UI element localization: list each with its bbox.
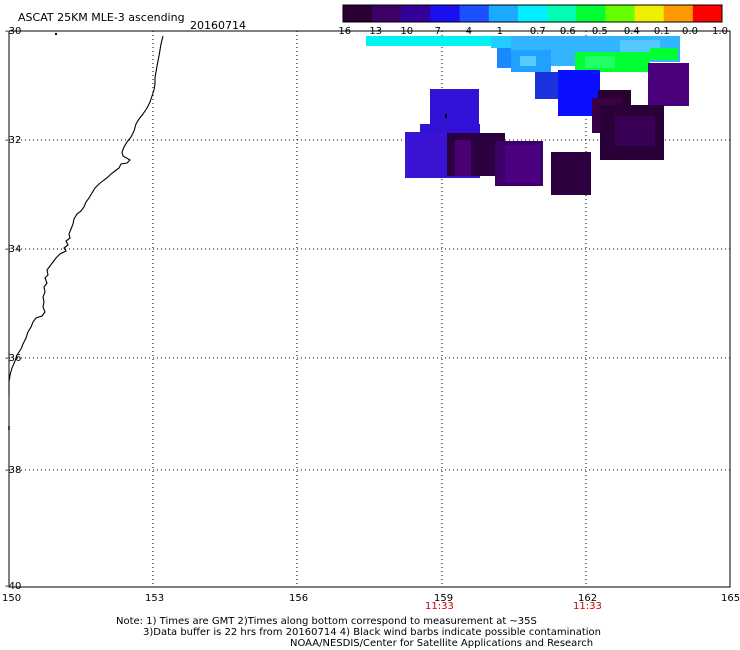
colorbar [342,4,723,23]
colorbar-label: -1 [493,26,503,37]
colorbar-label: -0.7 [526,26,546,37]
colorbar-segment [605,5,636,22]
map-frame [8,30,731,588]
colorbar-label: -13 [365,26,383,37]
time-label: 11:33 [573,601,602,612]
colorbar-segment [576,5,606,22]
colorbar-label: -4 [462,26,472,37]
lat-label: -30 [5,26,22,37]
lon-label: 162 [578,593,598,604]
note-credit: NOAA/NESDIS/Center for Satellite Applica… [290,638,594,649]
colorbar-segment [343,5,373,22]
note-line-2: 3)Data buffer is 22 hrs from 20160714 4)… [143,627,601,638]
lon-label: 156 [289,593,309,604]
wind-data-cells [366,36,689,195]
lat-label: -34 [5,244,22,255]
longitude-gridlines [152,31,587,587]
coast-dot [55,33,57,35]
colorbar-label: -0.4 [620,26,640,37]
colorbar-segment [459,5,490,22]
map-date: 20160714 [190,19,246,32]
latitude-gridlines [9,139,730,471]
colorbar-segment [401,5,431,22]
colorbar-segment [663,5,694,22]
colorbar-label: 1.0 [712,26,728,37]
colorbar-label: -0.5 [588,26,608,37]
colorbar-frame [342,4,723,23]
colorbar-label: 0.0 [682,26,698,37]
colorbar-label: -0.1 [650,26,670,37]
colorbar-label: -7 [431,26,441,37]
time-label: 11:33 [425,601,454,612]
colorbar-segment [547,5,577,22]
colorbar-segment [488,5,519,22]
lon-label: 159 [434,593,454,604]
lon-label: 150 [2,593,22,604]
note-line-1: Note: 1) Times are GMT 2)Times along bot… [116,616,537,627]
lon-label: 165 [721,593,740,604]
colorbar-segment [517,5,548,22]
colorbar-segment [372,5,402,22]
map-title: ASCAT 25KM MLE-3 ascending [18,11,185,24]
lat-label: -32 [5,135,22,146]
colorbar-label: -10 [396,26,414,37]
lon-label: 153 [145,593,165,604]
colorbar-label: -0.6 [556,26,576,37]
coastline [8,35,164,395]
colorbar-label: -16 [334,26,352,37]
colorbar-segment [634,5,665,22]
lat-label: -38 [5,465,22,476]
colorbar-segment [692,5,723,22]
colorbar-segment [430,5,461,22]
lat-label: -40 [5,581,22,592]
lat-label: -36 [5,353,22,364]
